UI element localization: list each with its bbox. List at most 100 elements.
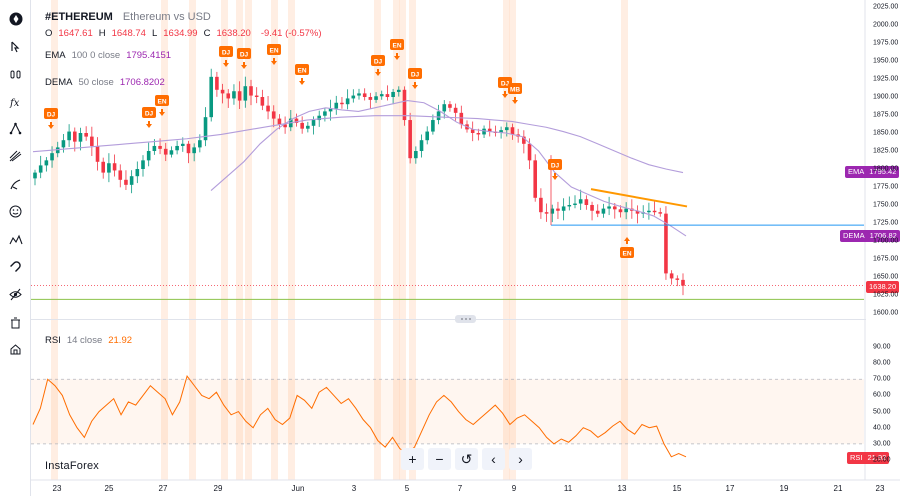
candle-body — [374, 96, 378, 100]
candle-body — [436, 111, 441, 121]
reset-chart-button[interactable]: ↺ — [455, 448, 478, 470]
candle-body — [419, 140, 424, 151]
candle-body — [612, 206, 617, 210]
zoom-in-button[interactable]: + — [401, 448, 424, 470]
event-stripe — [288, 0, 295, 480]
rsi-tick-label: 80.00 — [873, 359, 891, 367]
event-marker[interactable]: DJ — [371, 55, 385, 76]
ema-legend[interactable]: EMA 100 0 close 1795.4151 — [45, 50, 171, 61]
event-label: DJ — [551, 163, 560, 170]
candle-body — [578, 199, 583, 204]
emoji-icon[interactable] — [5, 201, 26, 222]
candle-body — [152, 145, 157, 151]
event-marker[interactable]: DJ — [408, 68, 422, 89]
candle-body — [33, 172, 37, 179]
event-badge — [620, 247, 634, 258]
candle-body — [362, 93, 367, 97]
candle-body — [340, 102, 344, 105]
symbol-legend: #ETHEREUM Ethereum vs USD — [45, 11, 211, 23]
dema-legend[interactable]: DEMA 50 close 1706.8202 — [45, 77, 165, 88]
drawing-toolbar: fx — [0, 0, 31, 496]
ema-line — [32, 115, 684, 174]
time-tick-label: 5 — [404, 484, 410, 493]
rsi-band — [31, 379, 864, 444]
candle-body — [95, 145, 100, 162]
event-stripe — [393, 0, 400, 480]
candle-body — [328, 108, 333, 112]
event-marker[interactable]: DJ — [44, 108, 58, 129]
symbol-ticker[interactable]: #ETHEREUM — [45, 11, 113, 23]
zoom-out-button[interactable]: − — [428, 448, 451, 470]
price-tick-label: 1600.00 — [873, 309, 899, 317]
candle-body — [169, 150, 174, 155]
candle-body — [618, 209, 623, 213]
event-marker[interactable]: EN — [267, 44, 281, 65]
candle-body — [647, 210, 651, 213]
event-marker[interactable]: EN — [295, 64, 309, 85]
event-label: DJ — [240, 52, 249, 59]
event-marker[interactable]: DJ — [548, 159, 562, 180]
trash-icon[interactable] — [5, 312, 26, 333]
event-marker[interactable]: EN — [390, 39, 404, 60]
event-marker[interactable]: DJ — [237, 48, 251, 69]
event-marker[interactable]: DJ — [219, 46, 233, 67]
eye-icon[interactable] — [5, 284, 26, 305]
scroll-right-button[interactable]: › — [509, 448, 532, 470]
rsi-tick-label: 50.00 — [873, 408, 891, 416]
trend-line-icon[interactable] — [5, 64, 26, 85]
fib-icon[interactable]: fx — [5, 92, 26, 113]
dema-tag-name: DEMA — [843, 231, 865, 240]
event-marker[interactable]: EN — [155, 95, 169, 116]
ruler-icon[interactable] — [5, 229, 26, 250]
price-tick-label: 1850.00 — [873, 129, 899, 137]
candle-body — [590, 205, 594, 211]
event-label: EN — [157, 99, 166, 106]
candle-body — [158, 145, 162, 149]
home-icon[interactable] — [5, 339, 26, 360]
event-stripe — [503, 0, 510, 480]
candle-body — [55, 147, 60, 154]
candle-body — [391, 91, 395, 97]
candle-body — [431, 120, 435, 132]
dema-tag-value: 1706.82 — [869, 231, 897, 240]
price-tick-label: 1875.00 — [873, 111, 899, 119]
rsi-legend[interactable]: RSI 14 close 21.92 — [45, 335, 132, 346]
candle-body — [476, 133, 481, 135]
arrow-down-icon — [394, 53, 400, 60]
candle-body — [266, 105, 270, 112]
scroll-left-button[interactable]: ‹ — [482, 448, 505, 470]
cursor-icon[interactable] — [5, 36, 26, 57]
event-marker[interactable]: EN — [620, 237, 634, 258]
ohlc-low-label: L — [151, 28, 158, 39]
rsi-price-tag: RSI 21.92 — [847, 452, 890, 464]
ema-price-tag: EMA 1795.42 — [845, 166, 900, 178]
event-label: MB — [510, 87, 520, 94]
arrow-down-icon — [241, 62, 247, 69]
pane-resize-handle[interactable] — [455, 315, 476, 323]
pane-separator[interactable] — [31, 319, 866, 320]
chart-area[interactable]: DJ DJ EN DJ DJ EN EN DJ EN DJ DJ MB DJ EN — [31, 0, 900, 496]
zoom-controls: + − ↺ ‹ › — [401, 448, 532, 470]
ema-name: EMA — [45, 50, 66, 61]
logo-icon[interactable] — [5, 8, 26, 29]
magnet-icon[interactable] — [5, 256, 26, 277]
event-label: DJ — [411, 72, 420, 79]
text-icon[interactable] — [5, 174, 26, 195]
pattern-icon[interactable] — [5, 118, 26, 139]
candle-body — [681, 279, 685, 286]
candle-body — [249, 86, 253, 96]
event-marker[interactable]: MB — [508, 83, 522, 104]
candle-body — [533, 160, 538, 198]
event-stripe — [271, 0, 278, 480]
candle-body — [544, 212, 549, 214]
arrow-down-icon — [159, 109, 165, 116]
event-marker[interactable]: DJ — [142, 107, 156, 128]
candle-body — [294, 118, 299, 123]
brush-icon[interactable] — [5, 146, 26, 167]
time-tick-label: 21 — [833, 484, 843, 493]
candle-body — [90, 136, 94, 146]
event-badge — [267, 44, 281, 55]
candle-body — [607, 206, 611, 209]
symbol-description: Ethereum vs USD — [122, 11, 211, 23]
